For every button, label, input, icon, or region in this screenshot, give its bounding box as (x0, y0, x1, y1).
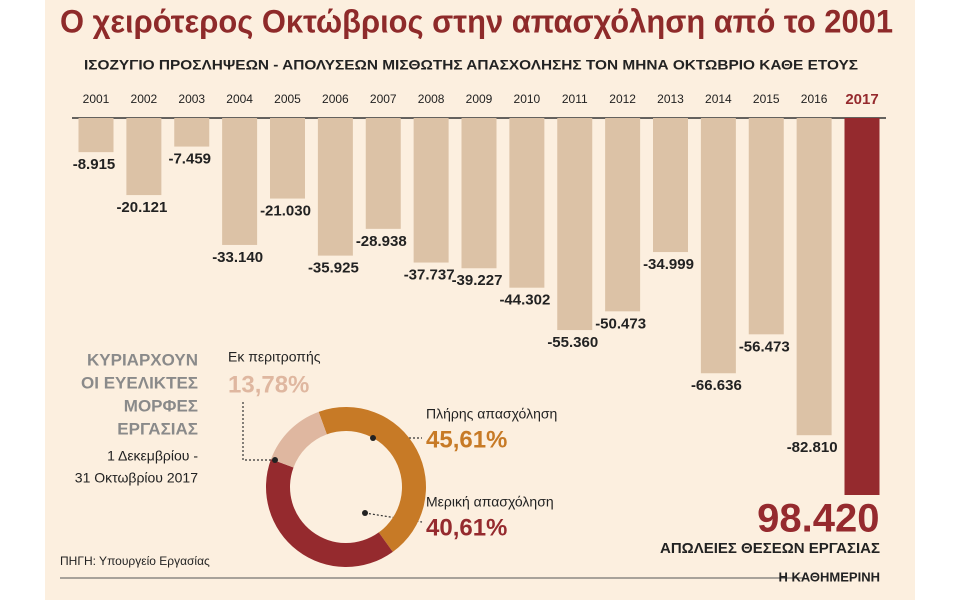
subtitle: ΙΣΟΖΥΓΙΟ ΠΡΟΣΛΗΨΕΩΝ - ΑΠΟΛΥΣΕΩΝ ΜΙΣΘΩΤΗΣ… (84, 57, 858, 73)
annotation: ΑΠΩΛΕΙΕΣ ΘΕΣΕΩΝ ΕΡΓΑΣΙΑΣ (660, 540, 880, 557)
value-label: -50.473 (595, 315, 646, 332)
bar (126, 118, 162, 196)
value-label: 13,78% (228, 371, 309, 398)
value-label: -7.459 (168, 151, 211, 168)
bar (174, 118, 210, 147)
bar (653, 118, 688, 253)
value-label: -35.925 (308, 260, 359, 277)
value-label: 98.420 (757, 497, 879, 541)
bar (700, 118, 736, 374)
leader-dot (362, 510, 368, 516)
x-tick-label: 2002 (131, 92, 158, 106)
bar (413, 118, 449, 263)
legend-label: Πλήρης απασχόληση (426, 406, 557, 422)
value-label: -8.915 (73, 156, 116, 173)
value-label: -37.737 (404, 267, 455, 284)
x-tick-label: 2011 (562, 92, 588, 106)
legend-label: Εκ περιτροπής (228, 349, 321, 365)
value-label: -56.473 (739, 338, 790, 355)
source: ΠΗΓΗ: Υπουργείο Εργασίας (60, 554, 210, 568)
bar (365, 118, 401, 229)
donut-title: ΚΥΡΙΑΡΧΟΥΝ (87, 350, 198, 369)
donut-subtitle: 1 Δεκεμβρίου - (107, 448, 198, 464)
leader-line (242, 402, 275, 461)
x-tick-label: 2007 (370, 92, 397, 106)
value-label: -55.360 (547, 334, 598, 351)
x-tick-label: 2005 (274, 92, 301, 106)
bar (317, 118, 353, 256)
donut-segment (265, 459, 393, 567)
value-label: 40,61% (426, 514, 507, 541)
donut-segment (271, 411, 327, 468)
bar (509, 118, 545, 288)
value-label: -33.140 (212, 249, 263, 266)
donut-title: ΜΟΡΦΕΣ (124, 396, 198, 415)
bar (796, 118, 832, 436)
donut-segment (318, 407, 426, 552)
bar (844, 118, 880, 495)
value-label: -39.227 (452, 272, 503, 289)
x-tick-label: 2016 (801, 92, 828, 106)
x-tick-label: 2015 (753, 92, 780, 106)
bar (605, 118, 641, 312)
bar (222, 118, 258, 245)
bar (78, 118, 114, 153)
value-label: -20.121 (116, 199, 167, 216)
value-label: 45,61% (426, 426, 507, 453)
bar (557, 118, 593, 331)
x-tick-label: 2008 (418, 92, 445, 106)
x-tick-label: 2006 (322, 92, 349, 106)
leader-dot (370, 435, 376, 441)
value-label: -82.810 (787, 439, 838, 456)
legend-label: Μερική απασχόληση (426, 494, 554, 510)
x-tick-label: 2013 (657, 92, 684, 106)
x-tick-label: 2012 (609, 92, 636, 106)
donut-subtitle: 31 Οκτωβρίου 2017 (75, 470, 198, 486)
donut-title: ΟΙ ΕΥΕΛΙΚΤΕΣ (81, 373, 198, 392)
bar (461, 118, 497, 269)
leader-dot (272, 457, 278, 463)
x-tick-label: 2004 (226, 92, 253, 106)
value-label: -34.999 (643, 256, 694, 273)
value-label: -66.636 (691, 377, 742, 394)
value-label: -28.938 (356, 233, 407, 250)
bar (270, 118, 305, 199)
donut-title: ΕΡΓΑΣΙΑΣ (117, 419, 198, 438)
bar (748, 118, 784, 335)
x-tick-label: 2003 (178, 92, 205, 106)
x-tick-label: 2001 (83, 92, 110, 106)
value-label: -21.030 (260, 203, 311, 220)
x-tick-label: 2017 (845, 91, 878, 108)
value-label: -44.302 (499, 292, 550, 309)
x-tick-label: 2010 (514, 92, 541, 106)
x-tick-label: 2014 (705, 92, 732, 106)
publisher: Η ΚΑΘΗΜΕΡΙΝΗ (779, 569, 881, 584)
x-tick-label: 2009 (466, 92, 493, 106)
title: Ο χειρότερος Οκτώβριος στην απασχόληση α… (60, 3, 893, 39)
